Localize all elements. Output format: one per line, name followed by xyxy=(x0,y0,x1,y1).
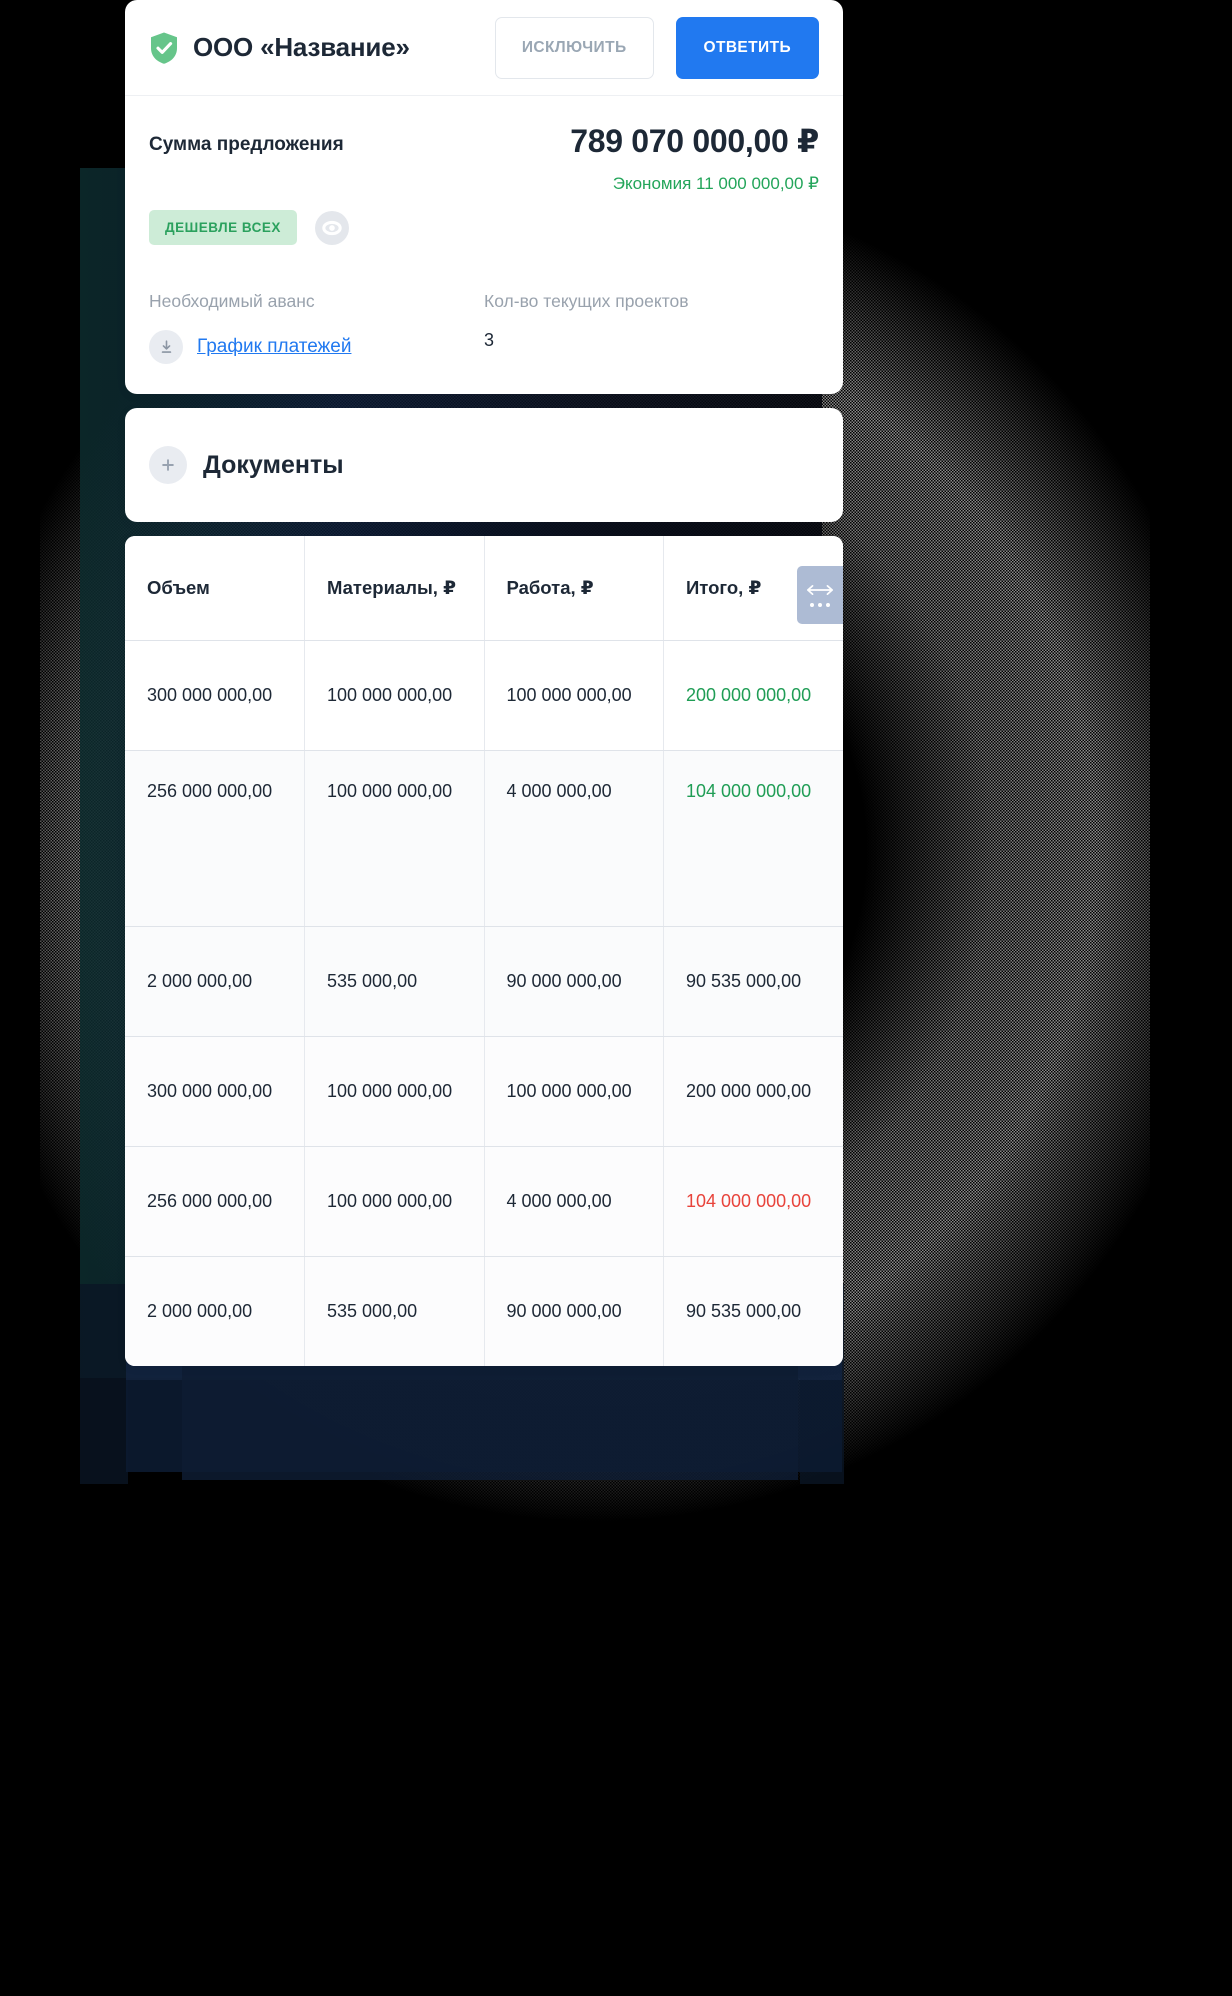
estimate-table: Объем Материалы, ₽ Работа, ₽ Итого, ₽ 30… xyxy=(125,536,843,1366)
advance-label: Необходимый аванс xyxy=(149,291,315,311)
eye-icon[interactable] xyxy=(314,210,349,245)
supplier-offer-card: ООО «Название» ИСКЛЮЧИТЬ ОТВЕТИТЬ Сумма … xyxy=(125,0,843,394)
meta-row: Необходимый аванс График платежей xyxy=(149,291,819,364)
cell-volume: 256 000 000,00 xyxy=(125,1146,305,1257)
advance-value: График платежей xyxy=(149,330,484,364)
estimate-table-card: Объем Материалы, ₽ Работа, ₽ Итого, ₽ 30… xyxy=(125,536,843,1366)
documents-card[interactable]: Документы xyxy=(125,408,843,522)
cell-work: 4 000 000,00 xyxy=(484,750,664,927)
cell-volume: 2 000 000,00 xyxy=(125,926,305,1037)
table-body: 300 000 000,00 100 000 000,00 100 000 00… xyxy=(125,640,843,1366)
card-header: ООО «Название» ИСКЛЮЧИТЬ ОТВЕТИТЬ xyxy=(125,0,843,96)
cell-volume: 300 000 000,00 xyxy=(125,640,305,751)
shield-check-icon xyxy=(149,31,179,65)
cell-total: 90 535 000,00 xyxy=(663,1256,843,1366)
projects-column: Кол-во текущих проектов 3 xyxy=(484,291,819,364)
plus-icon[interactable] xyxy=(149,446,187,484)
table-head: Объем Материалы, ₽ Работа, ₽ Итого, ₽ xyxy=(125,536,843,641)
exclude-button[interactable]: ИСКЛЮЧИТЬ xyxy=(494,16,654,79)
content-column: ООО «Название» ИСКЛЮЧИТЬ ОТВЕТИТЬ Сумма … xyxy=(125,0,843,1366)
cell-materials: 535 000,00 xyxy=(304,1256,485,1366)
cell-volume: 2 000 000,00 xyxy=(125,1256,305,1366)
horizontal-resize-icon[interactable] xyxy=(797,566,843,624)
cell-work: 4 000 000,00 xyxy=(484,1146,664,1257)
table-row[interactable]: 300 000 000,00 100 000 000,00 100 000 00… xyxy=(125,640,843,751)
cell-total: 90 535 000,00 xyxy=(663,926,843,1037)
cell-materials: 100 000 000,00 xyxy=(304,750,485,927)
table-row[interactable]: 256 000 000,00 100 000 000,00 4 000 000,… xyxy=(125,1146,843,1257)
download-icon[interactable] xyxy=(149,330,183,364)
cell-materials: 100 000 000,00 xyxy=(304,640,485,751)
cell-work: 90 000 000,00 xyxy=(484,926,664,1037)
documents-title: Документы xyxy=(203,450,344,479)
payment-schedule-link[interactable]: График платежей xyxy=(197,336,352,357)
cheapest-badge: ДЕШЕВЛЕ ВСЕХ xyxy=(149,210,297,245)
offer-sum-label: Сумма предложения xyxy=(149,134,344,155)
table-row[interactable]: 300 000 000,00 100 000 000,00 100 000 00… xyxy=(125,1036,843,1147)
table-row[interactable]: 2 000 000,00 535 000,00 90 000 000,00 90… xyxy=(125,926,843,1037)
card-body: Сумма предложения 789 070 000,00 ₽ Эконо… xyxy=(125,96,843,394)
projects-value: 3 xyxy=(484,330,495,350)
cell-materials: 100 000 000,00 xyxy=(304,1036,485,1147)
background-glitch-band xyxy=(126,1380,842,1472)
cell-materials: 100 000 000,00 xyxy=(304,1146,485,1257)
cell-total: 104 000 000,00 xyxy=(663,750,843,927)
column-header-volume[interactable]: Объем xyxy=(125,536,305,641)
cell-total: 200 000 000,00 xyxy=(663,640,843,751)
column-header-work[interactable]: Работа, ₽ xyxy=(484,536,664,641)
cell-work: 100 000 000,00 xyxy=(484,640,664,751)
cell-total: 200 000 000,00 xyxy=(663,1036,843,1147)
background-glitch-band xyxy=(80,1284,128,1484)
badge-row: ДЕШЕВЛЕ ВСЕХ xyxy=(149,210,819,245)
table-header-row: Объем Материалы, ₽ Работа, ₽ Итого, ₽ xyxy=(125,536,843,641)
cell-volume: 300 000 000,00 xyxy=(125,1036,305,1147)
offer-sum-right: 789 070 000,00 ₽ Экономия 11 000 000,00 … xyxy=(570,122,819,194)
column-header-total[interactable]: Итого, ₽ xyxy=(663,536,843,641)
cell-materials: 535 000,00 xyxy=(304,926,485,1037)
cell-work: 90 000 000,00 xyxy=(484,1256,664,1366)
offer-sum-row: Сумма предложения 789 070 000,00 ₽ Эконо… xyxy=(149,122,819,194)
column-header-materials[interactable]: Материалы, ₽ xyxy=(304,536,485,641)
projects-label: Кол-во текущих проектов xyxy=(484,291,689,311)
cell-volume: 256 000 000,00 xyxy=(125,750,305,927)
company-name: ООО «Название» xyxy=(193,32,410,62)
cell-total: 104 000 000,00 xyxy=(663,1146,843,1257)
table-row[interactable]: 256 000 000,00 100 000 000,00 4 000 000,… xyxy=(125,750,843,927)
saving-text: Экономия 11 000 000,00 ₽ xyxy=(612,174,819,193)
table-row[interactable]: 2 000 000,00 535 000,00 90 000 000,00 90… xyxy=(125,1256,843,1366)
cell-work: 100 000 000,00 xyxy=(484,1036,664,1147)
reply-button[interactable]: ОТВЕТИТЬ xyxy=(675,16,819,79)
header-actions: ИСКЛЮЧИТЬ ОТВЕТИТЬ xyxy=(494,16,819,79)
drag-dots-icon xyxy=(810,602,830,607)
offer-sum-amount: 789 070 000,00 ₽ xyxy=(570,123,819,159)
advance-column: Необходимый аванс График платежей xyxy=(149,291,484,364)
